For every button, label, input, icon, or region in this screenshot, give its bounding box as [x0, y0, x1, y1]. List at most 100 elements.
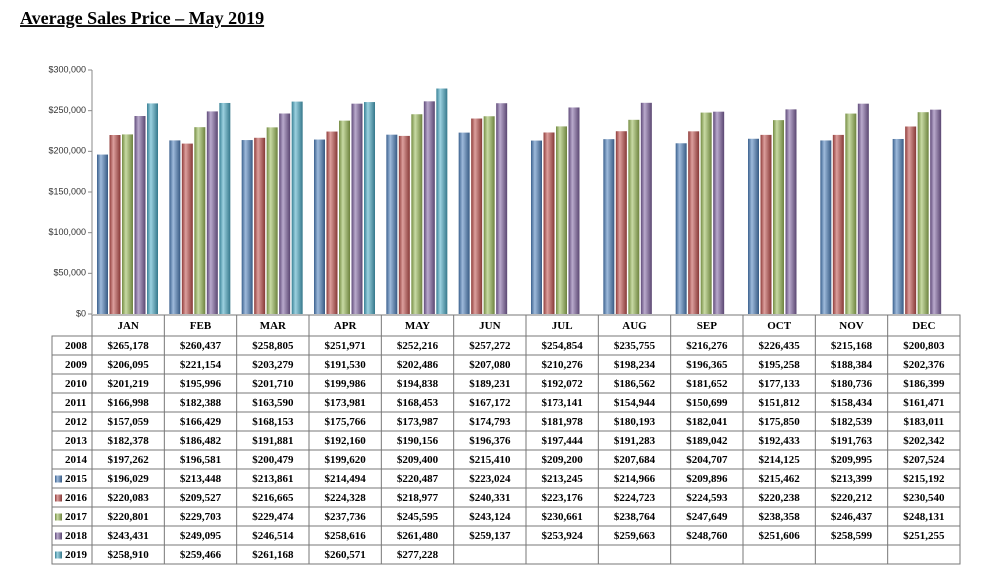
table-cell: $183,011 — [904, 416, 945, 428]
row-label: 2014 — [65, 454, 88, 466]
bar — [628, 119, 640, 314]
table-cell: $166,429 — [180, 416, 222, 428]
table-cell: $207,684 — [614, 454, 656, 466]
table-cell: $199,620 — [325, 454, 367, 466]
bar — [892, 138, 904, 314]
table-cell: $182,388 — [180, 397, 222, 409]
legend-label: 2018 — [65, 530, 88, 542]
table-cell: $248,131 — [903, 511, 944, 523]
table-cell: $196,581 — [180, 454, 221, 466]
x-tick-label: JUN — [479, 320, 500, 332]
bar — [386, 134, 398, 314]
bar — [147, 103, 158, 315]
table-cell: $213,861 — [252, 473, 293, 485]
bar — [845, 113, 857, 314]
bar — [603, 139, 615, 314]
table-cell: $186,482 — [180, 435, 222, 447]
table-cell: $223,176 — [542, 492, 584, 504]
table-cell: $201,710 — [252, 378, 294, 390]
bar — [194, 127, 206, 314]
table-cell: $201,219 — [108, 378, 150, 390]
table-cell: $166,998 — [108, 397, 150, 409]
x-tick-label: SEP — [697, 320, 717, 332]
bar — [351, 103, 363, 314]
x-tick-label: APR — [334, 320, 358, 332]
table-cell: $151,812 — [759, 397, 801, 409]
table-cell: $158,434 — [831, 397, 873, 409]
table-cell: $173,981 — [325, 397, 366, 409]
bar — [568, 107, 580, 314]
table-cell: $221,154 — [180, 359, 222, 371]
table-cell: $189,231 — [469, 378, 510, 390]
table-cell: $168,453 — [397, 397, 439, 409]
table-cell: $238,764 — [614, 511, 656, 523]
x-tick-label: MAY — [405, 320, 430, 332]
y-tick-label: $50,000 — [53, 268, 86, 278]
table-cell: $214,125 — [759, 454, 801, 466]
bar — [254, 137, 266, 314]
table-cell: $173,141 — [542, 397, 583, 409]
x-tick-label: FEB — [190, 320, 212, 332]
table-cell: $230,540 — [903, 492, 945, 504]
bar — [411, 114, 423, 315]
bar — [279, 113, 291, 314]
table-cell: $258,616 — [325, 530, 367, 542]
table-cell: $181,652 — [686, 378, 728, 390]
table-cell: $167,172 — [469, 397, 511, 409]
table-cell: $252,216 — [397, 340, 439, 352]
bar — [785, 109, 797, 315]
legend-key — [55, 494, 62, 502]
legend-key — [55, 532, 62, 540]
bar — [291, 101, 303, 314]
bar — [496, 103, 508, 315]
table-cell: $163,590 — [252, 397, 294, 409]
table-cell: $186,562 — [614, 378, 656, 390]
bar — [314, 139, 325, 314]
table-cell: $260,571 — [325, 549, 366, 561]
table-cell: $215,462 — [759, 473, 801, 485]
table-cell: $224,593 — [686, 492, 728, 504]
table-cell: $202,342 — [903, 435, 945, 447]
table-cell: $246,437 — [831, 511, 873, 523]
row-label: 2011 — [65, 397, 86, 409]
table-cell: $191,763 — [831, 435, 873, 447]
table-cell: $220,212 — [831, 492, 873, 504]
bar — [675, 143, 687, 314]
y-tick-label: $150,000 — [48, 186, 86, 196]
table-cell: $180,193 — [614, 416, 656, 428]
table-cell: $206,095 — [108, 359, 150, 371]
bar — [122, 134, 133, 314]
table-cell: $251,971 — [325, 340, 366, 352]
table-cell: $181,978 — [542, 416, 584, 428]
table-cell: $189,042 — [686, 435, 728, 447]
table-cell: $175,850 — [759, 416, 801, 428]
bar — [857, 103, 869, 314]
x-tick-label: OCT — [767, 320, 792, 332]
table-cell: $224,723 — [614, 492, 656, 504]
bar — [97, 154, 108, 314]
table-cell: $235,755 — [614, 340, 656, 352]
row-label: 2010 — [65, 378, 88, 390]
bar — [640, 102, 652, 314]
bar — [423, 101, 435, 315]
table-cell: $243,431 — [108, 530, 149, 542]
bar — [326, 131, 338, 314]
table-cell: $220,083 — [108, 492, 150, 504]
bar — [339, 120, 350, 314]
table-cell: $168,153 — [252, 416, 294, 428]
bar — [820, 140, 832, 314]
table-cell: $238,358 — [759, 511, 801, 523]
table-cell: $196,029 — [108, 473, 150, 485]
table-cell: $214,494 — [325, 473, 367, 485]
table-cell: $173,987 — [397, 416, 439, 428]
row-label: 2009 — [65, 359, 88, 371]
table-cell: $253,924 — [542, 530, 584, 542]
table-cell: $182,378 — [108, 435, 150, 447]
bar — [688, 131, 700, 314]
table-cell: $220,801 — [108, 511, 149, 523]
table-cell: $223,024 — [469, 473, 511, 485]
table-cell: $258,599 — [831, 530, 873, 542]
table-cell: $248,760 — [686, 530, 728, 542]
legend-key — [55, 513, 62, 521]
table-cell: $220,487 — [397, 473, 439, 485]
